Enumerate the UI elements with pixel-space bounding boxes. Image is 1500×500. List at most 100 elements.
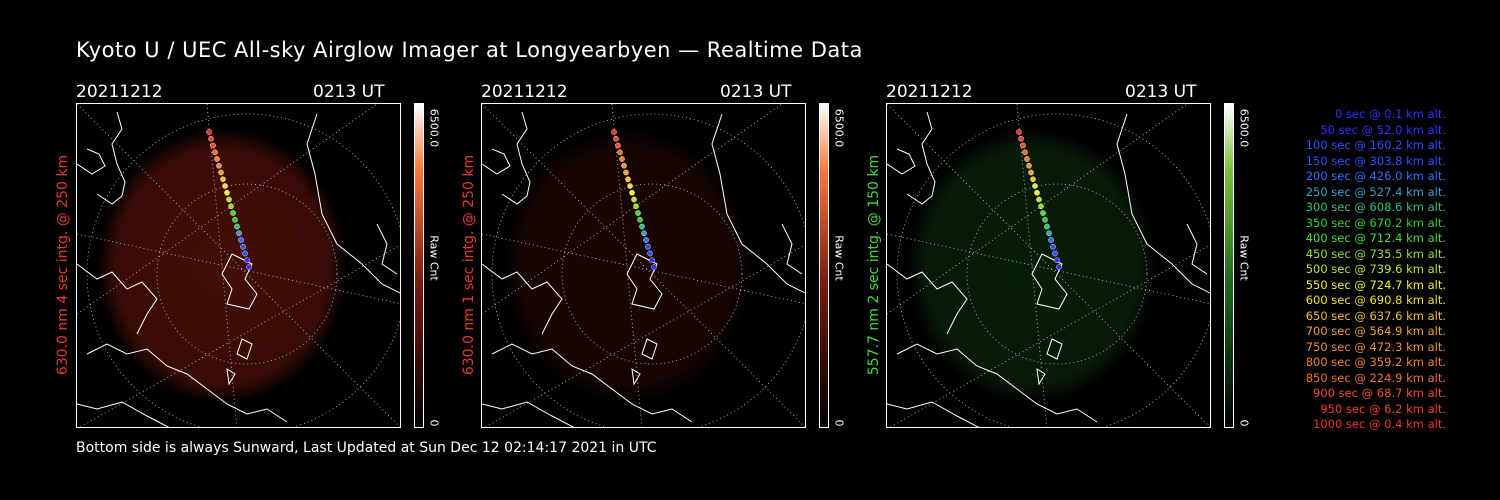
panel-2-colorbar-min: 0 <box>832 419 846 427</box>
coastline <box>1186 223 1208 275</box>
panel-3-date: 20211212 <box>886 82 973 102</box>
grid-circle <box>561 183 743 365</box>
coastline <box>887 263 968 335</box>
coastline <box>491 343 693 423</box>
panel-1-ylabel: 630.0 nm 4 sec intg. @ 250 km <box>55 154 71 376</box>
trajectory-point <box>1046 230 1052 237</box>
trajectory-point <box>621 162 627 169</box>
panel-2-colorbar-label: Raw Cnt <box>832 235 846 281</box>
trajectory-point <box>232 216 238 223</box>
trajectory-point <box>212 149 218 156</box>
trajectory-point <box>226 196 232 203</box>
trajectory-point <box>1056 264 1062 270</box>
trajectory-point <box>222 183 228 189</box>
panel-1-colorbar-label: Raw Cnt <box>427 235 441 281</box>
trajectory-legend: 0 sec @ 0.1 km alt. 50 sec @ 52.0 km alt.… <box>1250 107 1446 433</box>
trajectory-point <box>246 264 252 270</box>
coastline <box>906 111 936 205</box>
legend-row: 50 sec @ 52.0 km alt. <box>1320 122 1446 137</box>
coastline <box>482 148 511 175</box>
coastline <box>896 343 1098 423</box>
trajectory-point <box>244 257 250 264</box>
trajectory-point <box>643 237 649 243</box>
legend-row: 800 sec @ 359.2 km alt. <box>1305 355 1446 369</box>
trajectory-point <box>1024 156 1030 162</box>
coastline <box>77 263 158 335</box>
airglow-image <box>502 128 752 404</box>
trajectory-point <box>645 243 651 250</box>
airglow-image <box>907 128 1157 404</box>
trajectory-point <box>234 223 240 230</box>
grid-line <box>482 104 805 427</box>
trajectory-point <box>208 135 214 142</box>
trajectory-point <box>1042 216 1048 223</box>
coastline <box>501 111 531 205</box>
trajectory-point <box>1052 250 1058 257</box>
trajectory-point <box>649 257 655 264</box>
trajectory-point <box>214 156 220 162</box>
trajectory-point <box>1018 135 1024 142</box>
panel-1-skymap <box>76 103 401 428</box>
legend-row: 0 sec @ 0.1 km alt. <box>1334 107 1446 121</box>
airglow-image <box>97 128 347 404</box>
trajectory-point <box>1036 196 1042 203</box>
legend-row: 700 sec @ 564.9 km alt. <box>1305 324 1446 338</box>
coastline <box>887 401 980 427</box>
grid-line <box>77 104 400 427</box>
panel-1-colorbar <box>414 103 424 428</box>
trajectory-point <box>651 264 657 270</box>
trajectory-point <box>1020 142 1026 149</box>
trajectory-point <box>220 176 226 183</box>
trajectory-point <box>228 203 234 210</box>
panel-2-colorbar <box>819 103 829 428</box>
legend-row: 500 sec @ 739.6 km alt. <box>1305 262 1446 276</box>
trajectory-point <box>631 196 637 203</box>
panel-3-time: 0213 UT <box>1125 82 1197 102</box>
coastline <box>887 148 916 175</box>
trajectory-point <box>611 129 617 135</box>
legend-row: 150 sec @ 303.8 km alt. <box>1305 153 1446 168</box>
legend-row: 1000 sec @ 0.4 km alt. <box>1313 417 1446 431</box>
trajectory-point <box>218 169 224 176</box>
panel-3-colorbar-label: Raw Cnt <box>1237 235 1251 281</box>
trajectory-point <box>1032 183 1038 189</box>
coastline <box>226 368 236 386</box>
trajectory-point <box>242 250 248 257</box>
panel-1-colorbar-max: 6500.0 <box>427 108 441 148</box>
trajectory-point <box>623 169 629 176</box>
coastline <box>96 111 126 205</box>
trajectory-point <box>1054 257 1060 264</box>
trajectory-point <box>230 210 236 216</box>
panel-1-date: 20211212 <box>76 82 163 102</box>
legend-row: 550 sec @ 724.7 km alt. <box>1305 277 1446 292</box>
trajectory-point <box>236 230 242 237</box>
panel-2-skymap <box>481 103 806 428</box>
panel-1-time: 0213 UT <box>313 82 385 102</box>
panel-2-time: 0213 UT <box>720 82 792 102</box>
coastline <box>641 338 658 360</box>
coastline <box>1036 368 1046 386</box>
grid-circle <box>966 183 1148 365</box>
legend-row: 950 sec @ 6.2 km alt. <box>1320 401 1446 416</box>
trajectory-point <box>629 189 635 196</box>
trajectory-point <box>615 142 621 149</box>
trajectory-point <box>1050 243 1056 250</box>
page-title: Kyoto U / UEC All-sky Airglow Imager at … <box>76 38 863 62</box>
coastline <box>86 343 288 423</box>
legend-row: 900 sec @ 68.7 km alt. <box>1313 386 1446 400</box>
legend-row: 850 sec @ 224.9 km alt. <box>1305 370 1446 385</box>
trajectory-point <box>617 149 623 156</box>
coastline <box>77 401 170 427</box>
trajectory-point <box>613 135 619 142</box>
panel-2-colorbar-max: 6500.0 <box>832 108 846 148</box>
trajectory-point <box>1022 149 1028 156</box>
coastline <box>306 113 400 294</box>
panel-2-date: 20211212 <box>481 82 568 102</box>
trajectory-point <box>1038 203 1044 210</box>
panel-2-ylabel: 630.0 nm 1 sec intg. @ 250 km <box>461 154 477 376</box>
legend-row: 300 sec @ 608.6 km alt. <box>1305 200 1446 214</box>
trajectory-point <box>240 243 246 250</box>
panel-3-colorbar-max: 6500.0 <box>1237 108 1251 148</box>
trajectory-point <box>647 250 653 257</box>
panel-3-colorbar-min: 0 <box>1237 419 1251 427</box>
